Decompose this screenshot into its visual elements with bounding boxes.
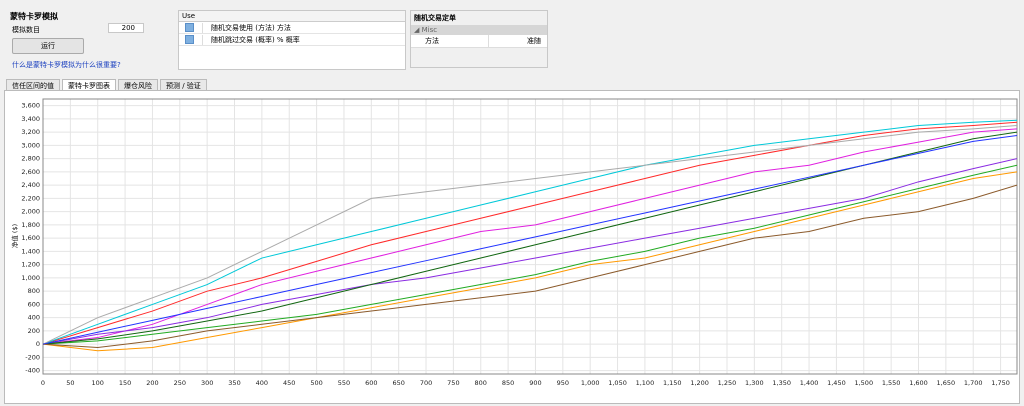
x-tick-label: 1,050	[608, 379, 627, 387]
property-row: 方法 准随	[411, 35, 547, 48]
y-tick-label: 1,000	[21, 274, 40, 282]
x-tick-label: 100	[92, 379, 104, 387]
data-line	[42, 121, 1018, 345]
order-panel: 随机交易定单 ◢ Misc 方法 准随	[410, 10, 548, 68]
y-tick-label: 3,200	[21, 128, 40, 136]
x-tick-label: 1,200	[690, 379, 709, 387]
count-input[interactable]: 200	[108, 23, 144, 33]
x-tick-label: 800	[475, 379, 487, 387]
y-tick-label: 800	[28, 287, 40, 295]
y-tick-label: 1,800	[21, 221, 40, 229]
table-row: 随机交易使用 (方法) 方法	[179, 22, 405, 34]
data-line	[42, 119, 1018, 345]
y-tick-label: 3,600	[21, 102, 40, 110]
row-label: 随机跳过交易 (概率) % 概率	[202, 34, 300, 45]
y-tick-label: 2,800	[21, 155, 40, 163]
x-tick-label: 1,600	[909, 379, 928, 387]
tab[interactable]: 信任区间的值	[6, 79, 60, 92]
x-tick-label: 1,400	[800, 379, 819, 387]
chart: 净值 ($) -400 -200 0 200 400 600 800 1,000 1,200 1,…	[4, 90, 1020, 404]
y-tick-label: 1,600	[21, 234, 40, 242]
x-tick-label: 750	[447, 379, 459, 387]
x-tick-label: 1,650	[937, 379, 956, 387]
data-line	[42, 171, 1018, 352]
y-tick-label: 2,400	[21, 181, 40, 189]
x-tick-label: 1,150	[663, 379, 682, 387]
y-tick-label: 3,400	[21, 115, 40, 123]
checkbox[interactable]	[185, 35, 194, 44]
help-link[interactable]: 什么是蒙特卡罗模拟为什么很重要?	[12, 61, 121, 69]
row-label: 随机交易使用 (方法) 方法	[202, 22, 291, 33]
y-tick-label: -400	[25, 367, 40, 375]
y-tick-label: -200	[25, 353, 40, 361]
x-tick-label: 200	[146, 379, 158, 387]
x-tick-label: 1,350	[772, 379, 791, 387]
title: 蒙特卡罗模拟	[10, 12, 58, 21]
y-tick-label: 0	[36, 340, 40, 348]
x-tick-label: 600	[365, 379, 377, 387]
y-axis-label: 净值 ($)	[10, 224, 19, 248]
tab-bar: 信任区间的值 蒙特卡罗图表 爆仓风险 预测 / 验证	[6, 79, 209, 92]
tab[interactable]: 蒙特卡罗图表	[62, 79, 116, 92]
property-name: 方法	[411, 35, 489, 47]
x-tick-label: 50	[66, 379, 74, 387]
x-tick-label: 550	[338, 379, 350, 387]
count-label: 模拟数目	[12, 26, 40, 34]
x-tick-label: 700	[420, 379, 432, 387]
x-tick-label: 300	[201, 379, 213, 387]
data-line	[42, 128, 1018, 345]
property-value[interactable]: 准随	[527, 37, 541, 45]
use-table: Use 随机交易使用 (方法) 方法 随机跳过交易 (概率) % 概率	[178, 10, 406, 70]
y-tick-label: 600	[28, 300, 40, 308]
y-tick-label: 400	[28, 314, 40, 322]
plot-frame	[42, 98, 1018, 375]
x-tick-label: 1,300	[745, 379, 764, 387]
x-tick-label: 900	[529, 379, 541, 387]
y-tick-label: 200	[28, 327, 40, 335]
data-line	[42, 125, 1018, 345]
y-tick-label: 2,600	[21, 168, 40, 176]
x-tick-label: 850	[502, 379, 514, 387]
x-tick-label: 500	[310, 379, 322, 387]
x-tick-label: 400	[256, 379, 268, 387]
table-header: Use	[179, 11, 405, 22]
x-tick-label: 1,550	[882, 379, 901, 387]
x-tick-label: 1,100	[636, 379, 655, 387]
y-tick-label: 1,200	[21, 261, 40, 269]
x-tick-label: 350	[228, 379, 240, 387]
y-tick-label: 3,000	[21, 141, 40, 149]
x-tick-label: 150	[119, 379, 131, 387]
x-tick-label: 1,450	[827, 379, 846, 387]
tab[interactable]: 爆仓风险	[118, 79, 158, 92]
checkbox[interactable]	[185, 23, 194, 32]
run-button[interactable]: 运行	[12, 38, 84, 54]
x-tick-label: 1,250	[718, 379, 737, 387]
data-line	[42, 184, 1018, 348]
x-tick-label: 250	[174, 379, 186, 387]
x-tick-label: 1,500	[854, 379, 873, 387]
data-line	[42, 164, 1018, 345]
x-tick-label: 450	[283, 379, 295, 387]
group-label: Misc	[421, 26, 438, 34]
table-row: 随机跳过交易 (概率) % 概率	[179, 34, 405, 46]
x-tick-label: 950	[557, 379, 569, 387]
panel-title: 随机交易定单	[414, 14, 456, 22]
x-tick-label: 1,750	[991, 379, 1010, 387]
x-tick-label: 0	[41, 379, 45, 387]
data-line	[42, 134, 1018, 345]
tab[interactable]: 预测 / 验证	[160, 79, 207, 92]
y-tick-label: 2,200	[21, 194, 40, 202]
y-tick-label: 2,000	[21, 208, 40, 216]
x-tick-label: 1,000	[581, 379, 600, 387]
x-tick-label: 650	[392, 379, 404, 387]
y-tick-label: 1,400	[21, 247, 40, 255]
x-tick-label: 1,700	[964, 379, 983, 387]
group-header: ◢ Misc	[411, 25, 547, 35]
table-body: 随机交易使用 (方法) 方法 随机跳过交易 (概率) % 概率	[179, 22, 405, 46]
data-line	[42, 158, 1018, 345]
